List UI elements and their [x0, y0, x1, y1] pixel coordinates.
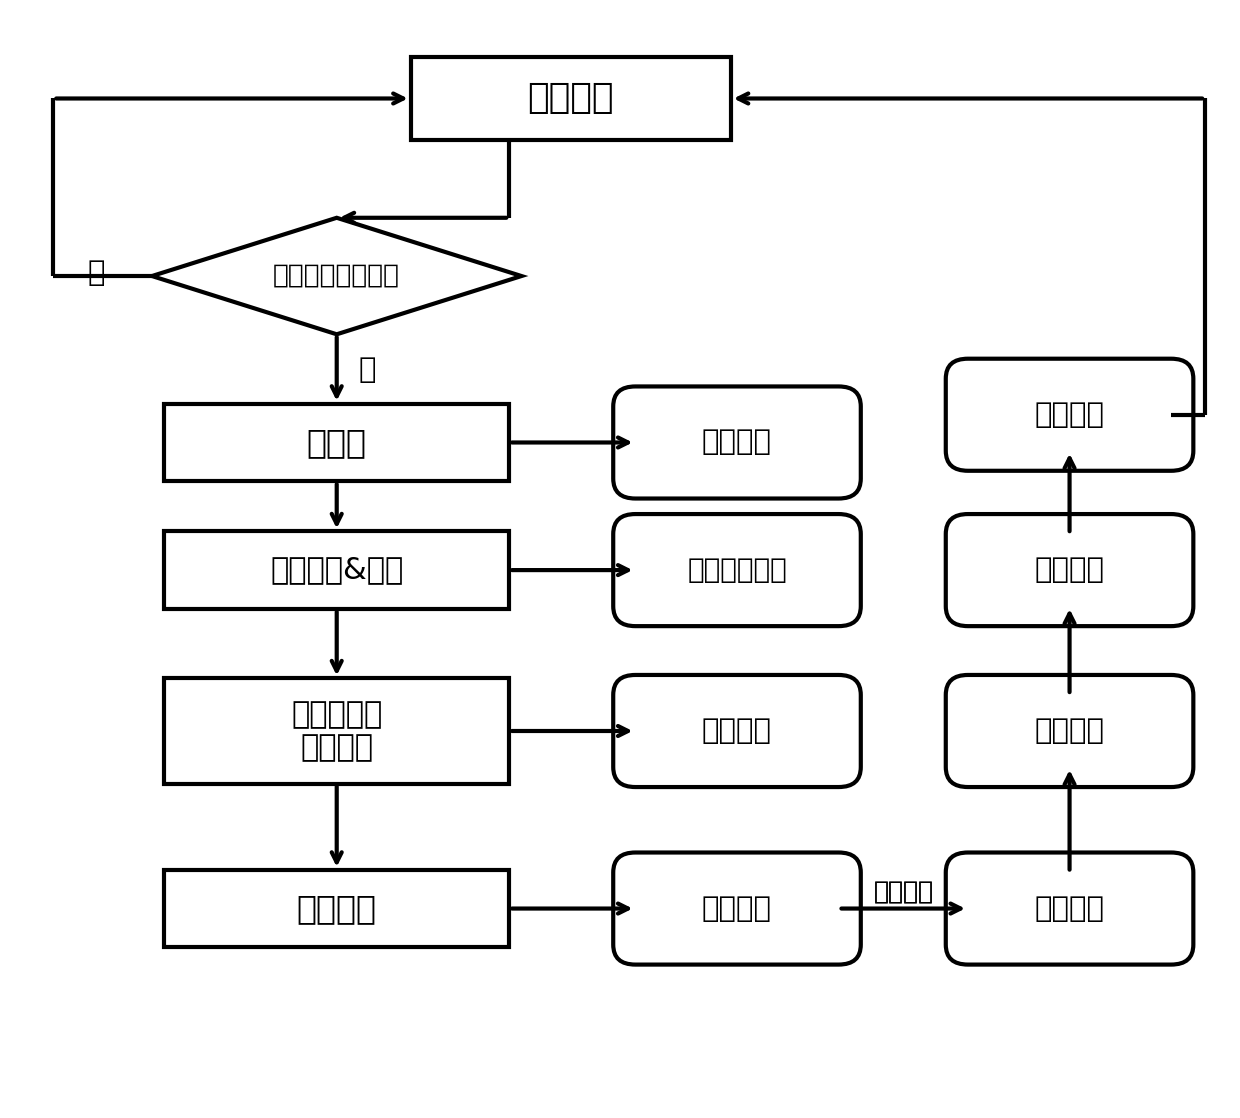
FancyBboxPatch shape — [614, 853, 861, 965]
FancyBboxPatch shape — [946, 853, 1193, 965]
Polygon shape — [153, 218, 522, 334]
Text: 是否小于临界値？: 是否小于临界値？ — [273, 263, 401, 290]
Text: 增加水蕊气
供入压力: 增加水蕊气 供入压力 — [291, 700, 382, 762]
Text: 否: 否 — [88, 258, 105, 286]
Text: 排气时延: 排气时延 — [873, 880, 934, 903]
Text: 开启阀３: 开启阀３ — [702, 428, 773, 456]
Text: 过增湿: 过增湿 — [306, 426, 367, 459]
FancyBboxPatch shape — [410, 57, 730, 140]
Text: 关闭阀４: 关闭阀４ — [1034, 894, 1105, 922]
Text: 开启阀４: 开启阀４ — [702, 894, 773, 922]
Text: 恢复阀３: 恢复阀３ — [1034, 400, 1105, 428]
FancyBboxPatch shape — [164, 870, 510, 947]
Text: 开启阀２: 开启阀２ — [1034, 717, 1105, 745]
FancyBboxPatch shape — [164, 404, 510, 482]
Text: 关闭气源&循环: 关闭气源&循环 — [270, 556, 403, 585]
FancyBboxPatch shape — [614, 675, 861, 787]
FancyBboxPatch shape — [946, 359, 1193, 471]
Text: 开启阀１: 开启阀１ — [1034, 556, 1105, 584]
Text: 调节阀３: 调节阀３ — [702, 717, 773, 745]
Text: 排出废气: 排出废气 — [296, 892, 377, 925]
Text: 是: 是 — [358, 357, 376, 385]
FancyBboxPatch shape — [614, 387, 861, 499]
FancyBboxPatch shape — [164, 531, 510, 609]
FancyBboxPatch shape — [946, 514, 1193, 626]
FancyBboxPatch shape — [946, 675, 1193, 787]
FancyBboxPatch shape — [164, 679, 510, 784]
Text: 电压监测: 电压监测 — [527, 82, 614, 115]
Text: 关闭阀１、２: 关闭阀１、２ — [687, 556, 787, 584]
FancyBboxPatch shape — [614, 514, 861, 626]
Text: 排气时延: 排气时延 — [873, 880, 934, 903]
